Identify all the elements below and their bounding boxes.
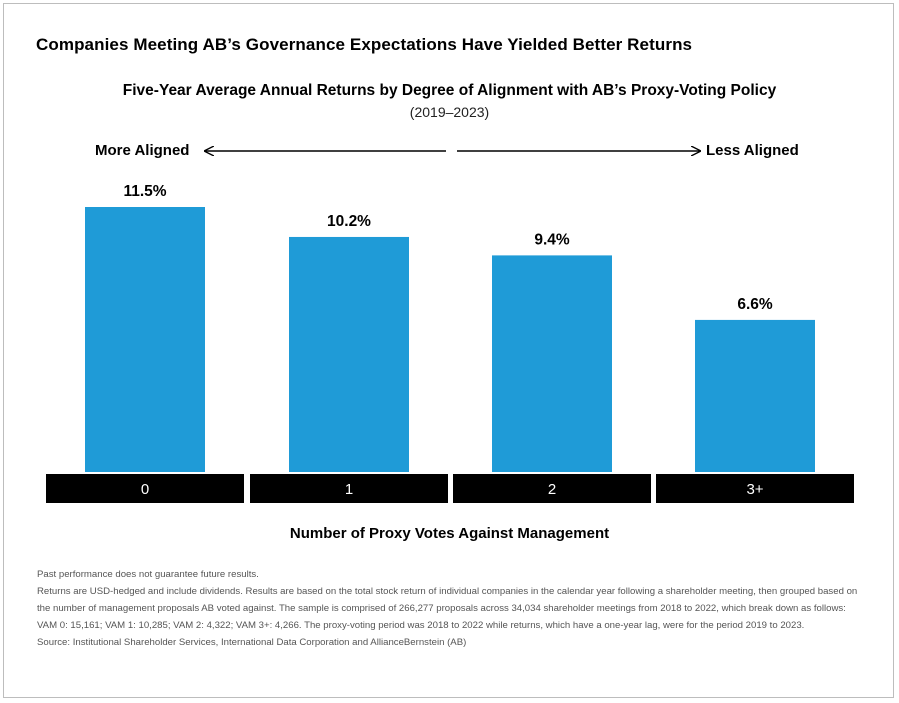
footnotes: Past performance does not guarantee futu… [37,566,867,651]
bar-3 [492,255,612,472]
source-note: Source: Institutional Shareholder Servic… [37,637,467,648]
category-label-3: 2 [548,481,556,498]
main-title: Companies Meeting AB’s Governance Expect… [36,35,693,54]
less-aligned-label: Less Aligned [706,142,799,159]
bar-1 [85,207,205,472]
category-label-1: 0 [141,481,149,498]
disclaimer-note: Past performance does not guarantee futu… [37,569,259,580]
category-box-1 [46,474,244,503]
chart-title: Five-Year Average Annual Returns by Degr… [122,82,777,99]
more-aligned-label: More Aligned [95,142,190,159]
methodology-note: Returns are USD-hedged and include divid… [37,586,858,631]
data-label-4: 6.6% [737,296,773,313]
category-box-3 [453,474,651,503]
data-label-2: 10.2% [327,213,371,230]
chart-subtitle: (2019–2023) [409,104,490,120]
category-label-2: 1 [345,481,353,498]
category-box-2 [250,474,448,503]
bar-4 [695,319,815,472]
data-label-1: 11.5% [123,183,166,200]
category-label-4: 3+ [746,481,763,498]
category-box-4 [656,474,854,503]
bar-2 [289,236,409,472]
bar-chart: 11.5% 0 10.2% 1 9.4% 2 6.6% 3+ [46,0,854,503]
x-axis-title: Number of Proxy Votes Against Management [289,525,610,542]
data-label-3: 9.4% [534,231,570,248]
chart-frame [3,3,894,698]
